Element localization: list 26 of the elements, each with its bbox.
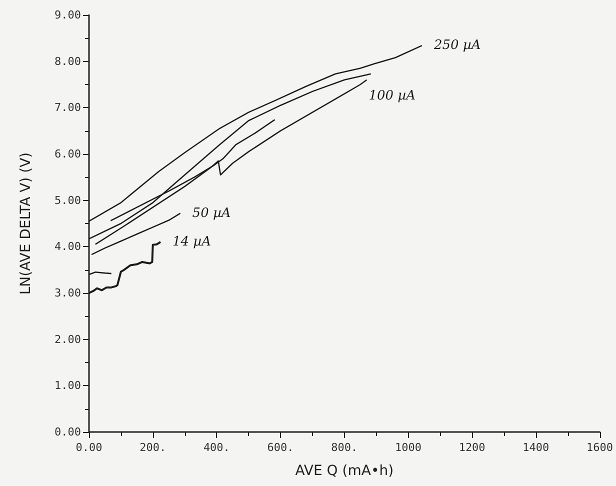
x-tick-label: 400. (203, 441, 230, 454)
series-label: 100 µA (368, 88, 416, 104)
line-series (110, 119, 276, 222)
y-tick-label: 2.00 (54, 332, 81, 346)
x-tick-label: 1600 (586, 441, 614, 454)
series-label: 250 µA (432, 38, 481, 54)
y-tick-label: 6.00 (54, 148, 81, 160)
y-tick-label: 4.00 (54, 240, 81, 254)
x-tick-label: 0.00 (76, 441, 102, 454)
x-tick-label: 600. (267, 441, 294, 454)
series-label: 14 µA (172, 234, 212, 250)
x-tick-label: 800. (331, 441, 358, 454)
y-tick-label: 1.00 (54, 379, 81, 392)
x-axis-title: AVE Q (mA•h) (295, 463, 394, 479)
x-tick-label: 1200 (458, 441, 486, 454)
y-tick-label: 8.00 (54, 54, 81, 68)
y-tick-label: 0.00 (54, 426, 81, 438)
y-axis-title: LN(AVE DELTA V) (V) (18, 152, 34, 295)
y-tick-label: 9.00 (54, 8, 81, 22)
y-tick-label: 3.00 (54, 286, 81, 300)
x-tick-label: 1400 (522, 441, 550, 454)
x-tick-label: 200. (140, 441, 166, 454)
series-label: 50 µA (192, 206, 231, 221)
y-tick-label: 7.00 (54, 101, 81, 114)
y-tick-label: 5.00 (54, 194, 81, 207)
x-tick-label: 1000 (394, 441, 422, 454)
